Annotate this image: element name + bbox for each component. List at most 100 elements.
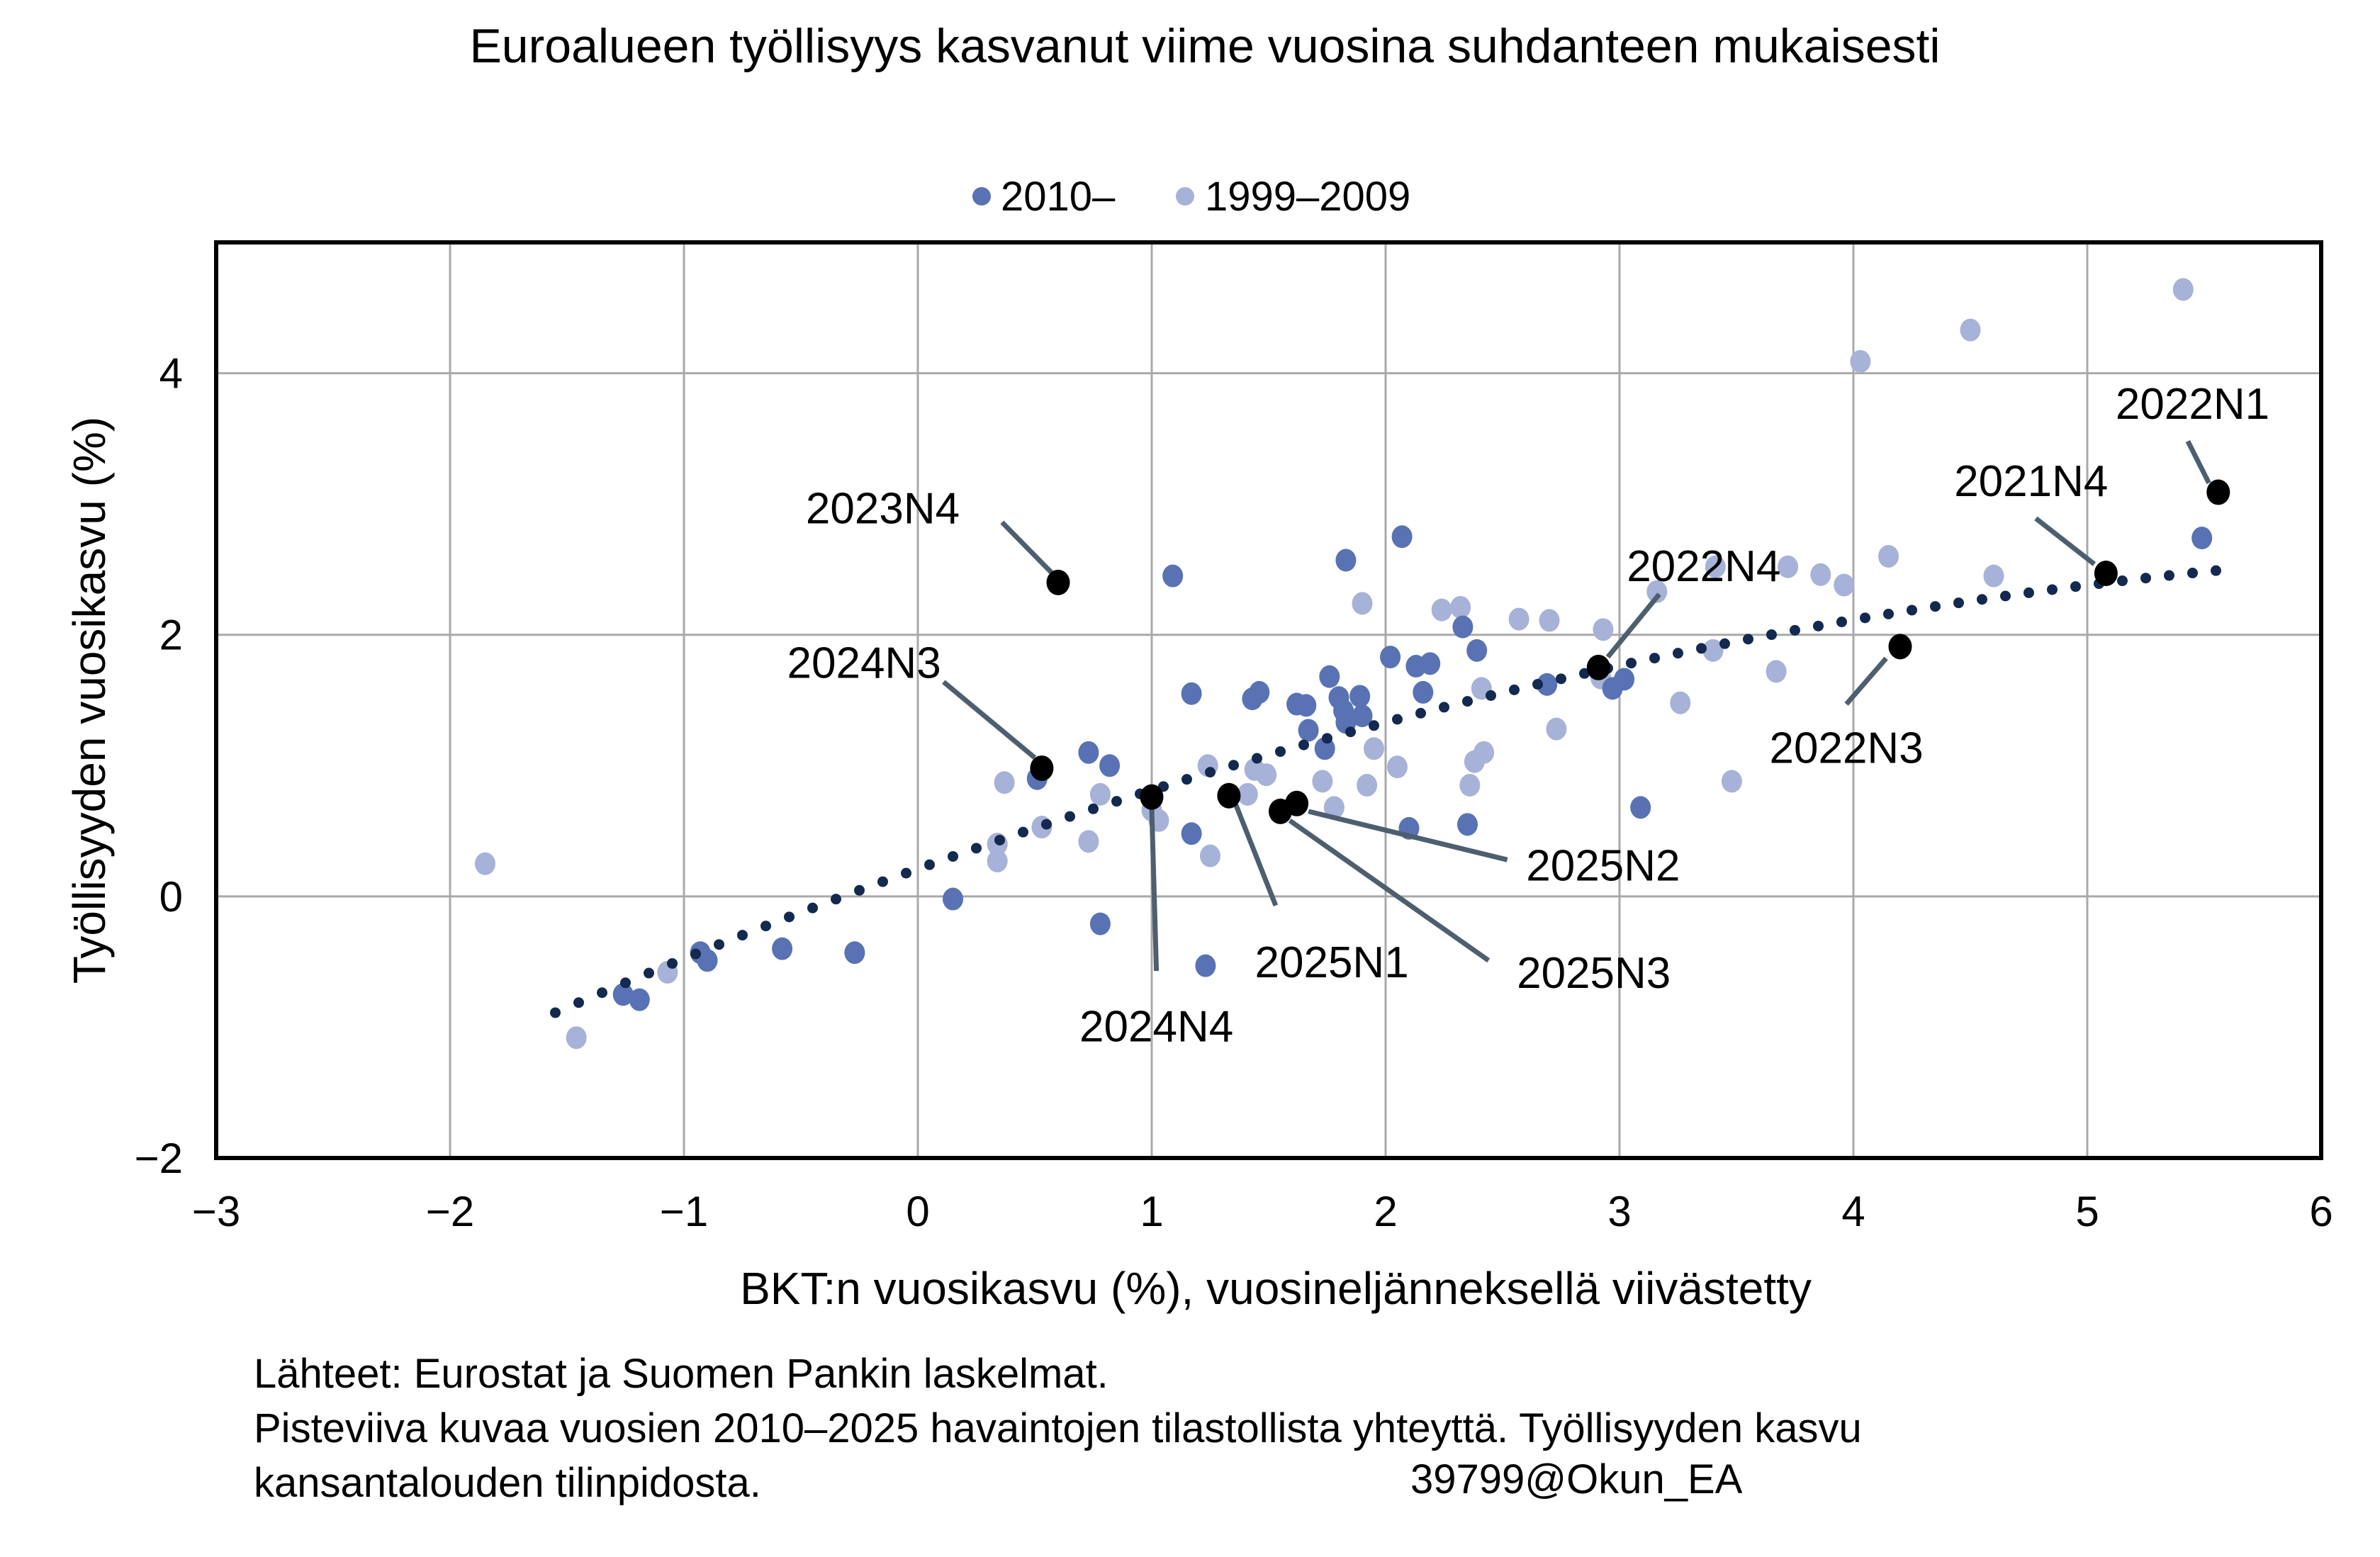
trend-dot [1205, 767, 1216, 778]
scatter-point-1999-2009 [1508, 607, 1529, 631]
y-tick-label: −2 [135, 1135, 183, 1182]
x-tick-label: 3 [1607, 1188, 1631, 1235]
scatter-point-2010 [1391, 525, 1413, 549]
axis-tick-labels: −3 −2 −1 0 1 2 3 4 5 6−2024 [135, 350, 2333, 1235]
chart-title: Euroalueen työllisyys kasvanut viime vuo… [469, 19, 1940, 73]
trend-dot [1532, 679, 1543, 690]
scatter-point-1999-2009 [1702, 639, 1724, 662]
scatter-point-1999-2009 [2172, 278, 2194, 301]
trend-dot [1977, 594, 1987, 605]
scatter-points-layer [475, 278, 2213, 1050]
trend-dot [1369, 720, 1379, 731]
highlight-point-2024N3 [1030, 755, 1054, 781]
scatter-point-2010 [1195, 954, 1216, 977]
scatter-point-2010 [772, 937, 793, 960]
trend-dot [644, 967, 654, 979]
annotation-label-2025N2: 2025N2 [1526, 842, 1680, 891]
x-tick-label: 5 [2075, 1188, 2099, 1235]
trend-dot [807, 902, 818, 914]
trend-dot [1883, 608, 1894, 619]
scatter-point-2010 [1314, 737, 1335, 760]
trend-dot [1860, 612, 1870, 624]
scatter-point-2010 [1349, 685, 1371, 708]
trend-dot [1486, 690, 1496, 701]
scatter-point-2010 [1099, 754, 1121, 777]
source-line-1: Lähteet: Eurostat ja Suomen Pankin laske… [254, 1351, 1108, 1397]
scatter-point-1999-2009 [1450, 595, 1471, 619]
trend-dot [2023, 587, 2034, 598]
x-tick-label: 6 [2309, 1188, 2333, 1235]
trend-dot [994, 834, 1005, 845]
x-tick-label: 0 [906, 1188, 929, 1235]
trend-dot [2211, 565, 2221, 576]
scatter-point-1999-2009 [1593, 618, 1614, 641]
y-tick-label: 4 [159, 350, 183, 398]
scatter-point-1999-2009 [1474, 741, 1495, 764]
scatter-point-2010 [1319, 665, 1340, 688]
trend-dot [1509, 684, 1520, 695]
scatter-point-1999-2009 [566, 1026, 587, 1050]
trend-dot [1392, 714, 1403, 725]
scatter-point-2010 [2191, 527, 2213, 550]
trend-dot [1298, 739, 1309, 751]
trend-dot [2117, 575, 2128, 587]
highlight-point-2024N4 [1140, 784, 1164, 810]
scatter-point-1999-2009 [987, 850, 1008, 873]
x-axis-title: BKT:n vuosikasvu (%), vuosineljänneksell… [740, 1263, 1812, 1314]
trend-dot [1462, 696, 1473, 707]
trend-dot [877, 876, 888, 887]
trend-dot [831, 894, 841, 905]
scatter-point-1999-2009 [1983, 564, 2004, 588]
scatter-point-2010 [1420, 652, 1441, 675]
scatter-point-1999-2009 [1646, 580, 1668, 603]
trend-dot [2070, 581, 2081, 592]
scatter-point-1999-2009 [1810, 563, 1831, 586]
trend-dot [854, 884, 865, 896]
x-tick-label: −2 [426, 1188, 474, 1235]
annotation-leader-2025N3 [1288, 818, 1491, 963]
scatter-point-2010 [1452, 615, 1474, 639]
highlight-point-2021N4 [2094, 560, 2118, 586]
scatter-point-1999-2009 [1312, 770, 1333, 793]
scatter-point-2010 [1298, 719, 1319, 742]
scatter-point-2010 [1614, 668, 1635, 691]
scatter-point-2010 [1630, 796, 1651, 819]
highlight-point-2022N3 [1888, 634, 1912, 660]
highlight-point-2025N3 [1269, 798, 1292, 824]
trend-dot [714, 939, 724, 950]
legend-label-1999: 1999–2009 [1205, 174, 1410, 220]
scatter-point-2010 [1296, 694, 1317, 717]
scatter-point-1999-2009 [1357, 773, 1378, 797]
scatter-point-1999-2009 [475, 852, 495, 875]
trend-dot [1065, 811, 1075, 822]
scatter-point-1999-2009 [1459, 773, 1481, 797]
scatter-point-1999-2009 [1256, 763, 1277, 787]
scatter-point-2010 [1537, 673, 1558, 696]
trend-dot [1626, 658, 1637, 669]
source-notes: Lähteet: Eurostat ja Suomen Pankin laske… [254, 1347, 1862, 1510]
trend-dot [1836, 617, 1847, 628]
trend-dot [1088, 803, 1099, 814]
trend-dot [550, 1007, 561, 1018]
trend-dot [1556, 673, 1566, 685]
trend-dot [1322, 733, 1332, 744]
chart-id-watermark: 39799@Okun_EA [1410, 1456, 1743, 1502]
scatter-point-2010 [1457, 813, 1478, 836]
trend-dot [1181, 774, 1192, 785]
scatter-point-1999-2009 [1850, 349, 1871, 373]
annotation-label-2024N3: 2024N3 [787, 639, 941, 687]
trend-dot [1696, 643, 1707, 654]
annotation-label-2022N3: 2022N3 [1770, 724, 1924, 772]
annotation-leader-2025N1 [1233, 804, 1279, 907]
highlight-point-2022N1 [2206, 479, 2230, 505]
annotation-label-2025N3: 2025N3 [1517, 949, 1671, 998]
trend-dot [573, 997, 584, 1008]
scatter-point-2010 [1162, 564, 1184, 588]
trend-dot [971, 843, 982, 854]
trend-dot [1579, 668, 1590, 679]
scatter-point-1999-2009 [1237, 782, 1258, 806]
trend-dot [1790, 624, 1800, 636]
annotation-label-2021N4: 2021N4 [1954, 457, 2108, 506]
